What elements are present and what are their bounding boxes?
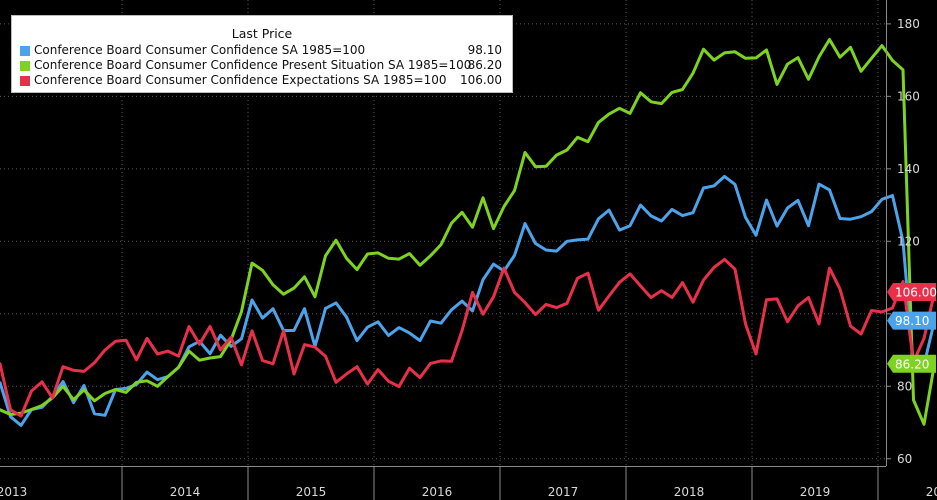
legend-value-expectations: 106.00	[460, 73, 502, 87]
legend-entry-present: Conference Board Consumer Confidence Pre…	[20, 58, 502, 74]
last-price-badge-expectations: 106.00	[887, 283, 937, 302]
legend-title: Last Price	[231, 26, 293, 41]
badge-value: 86.20	[895, 357, 929, 371]
y-tick-label-140: 140	[897, 162, 920, 176]
legend-label-present: Conference Board Consumer Confidence Pre…	[34, 58, 472, 72]
y-tick-label-120: 120	[897, 234, 920, 248]
grid-lines	[0, 0, 886, 466]
badge-value: 98.10	[895, 314, 929, 328]
badge-shape	[887, 354, 936, 373]
legend-entry-expectations: Conference Board Consumer Confidence Exp…	[20, 73, 502, 89]
legend-label-expectations: Conference Board Consumer Confidence Exp…	[34, 73, 447, 87]
x-tick-label-2019: 2019	[800, 485, 831, 499]
x-axis-band	[0, 466, 937, 500]
x-tick-label-2018: 2018	[674, 485, 705, 499]
last-price-badge-confidence: 98.10	[887, 311, 936, 330]
x-tick-label-2020: 2020	[926, 485, 937, 499]
legend-value-confidence: 98.10	[467, 43, 502, 57]
legend-swatch-expectations	[20, 76, 30, 86]
legend-value-present: 86.20	[467, 58, 502, 72]
y-tick-label-60: 60	[897, 452, 912, 466]
series-line-present	[0, 38, 936, 426]
legend-swatch-confidence	[20, 46, 30, 56]
x-tick-label-2015: 2015	[296, 485, 327, 499]
y-axis: 60 80 120 140 160 180	[886, 0, 920, 466]
badge-value: 106.00	[895, 286, 937, 300]
y-tick-label-180: 180	[897, 17, 920, 31]
y-tick-label-80: 80	[897, 379, 912, 393]
legend-swatch-present	[20, 61, 30, 71]
last-price-badge-present: 86.20	[887, 354, 936, 373]
x-tick-label-2017: 2017	[548, 485, 579, 499]
y-tick-label-160: 160	[897, 89, 920, 103]
series-line-expectations	[0, 257, 936, 418]
legend-entry-confidence: Conference Board Consumer Confidence SA …	[20, 43, 502, 59]
badge-shape	[887, 283, 936, 302]
legend: Last Price Conference Board Consumer Con…	[11, 15, 513, 93]
x-axis: 2013 2014 2015 2016 2017 2018 2019 2020	[0, 466, 937, 500]
x-tick-label-2016: 2016	[422, 485, 453, 499]
badge-shape	[887, 311, 936, 330]
last-price-badges: 98.10 86.20 106.00	[887, 283, 937, 373]
x-tick-label-2013: 2013	[0, 485, 27, 499]
legend-label-confidence: Conference Board Consumer Confidence SA …	[34, 43, 366, 57]
x-tick-label-2014: 2014	[170, 485, 201, 499]
series-layer	[0, 38, 936, 427]
